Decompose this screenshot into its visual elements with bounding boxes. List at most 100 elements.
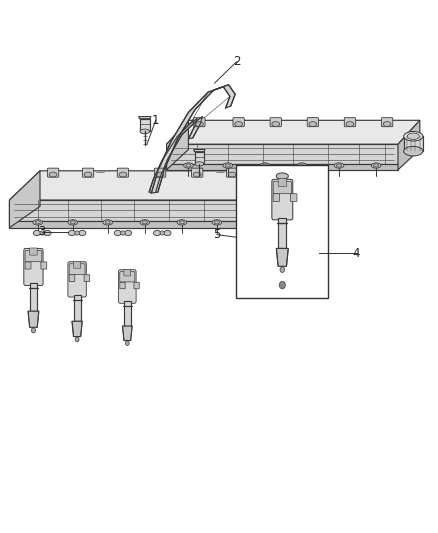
FancyBboxPatch shape bbox=[226, 168, 238, 177]
Ellipse shape bbox=[404, 132, 423, 141]
FancyBboxPatch shape bbox=[134, 282, 139, 289]
Polygon shape bbox=[124, 301, 131, 326]
Polygon shape bbox=[72, 321, 82, 336]
Ellipse shape bbox=[142, 221, 148, 224]
Text: 2: 2 bbox=[233, 55, 240, 68]
FancyBboxPatch shape bbox=[194, 118, 205, 127]
Ellipse shape bbox=[44, 230, 51, 236]
Ellipse shape bbox=[164, 230, 171, 236]
Ellipse shape bbox=[235, 122, 243, 126]
Ellipse shape bbox=[383, 122, 391, 126]
Polygon shape bbox=[74, 295, 81, 321]
Polygon shape bbox=[10, 200, 250, 221]
Polygon shape bbox=[398, 120, 420, 169]
Polygon shape bbox=[250, 188, 262, 228]
Ellipse shape bbox=[33, 230, 40, 236]
Ellipse shape bbox=[49, 172, 57, 177]
Polygon shape bbox=[194, 152, 204, 164]
Ellipse shape bbox=[309, 122, 317, 126]
Circle shape bbox=[75, 337, 79, 342]
Text: 5: 5 bbox=[213, 228, 220, 241]
FancyBboxPatch shape bbox=[191, 168, 203, 177]
Ellipse shape bbox=[228, 172, 236, 177]
FancyBboxPatch shape bbox=[69, 274, 75, 281]
Polygon shape bbox=[140, 119, 150, 131]
Ellipse shape bbox=[371, 163, 381, 168]
Polygon shape bbox=[151, 85, 235, 193]
Ellipse shape bbox=[184, 163, 193, 168]
FancyBboxPatch shape bbox=[84, 274, 90, 281]
FancyBboxPatch shape bbox=[25, 251, 42, 262]
FancyBboxPatch shape bbox=[124, 270, 131, 276]
FancyBboxPatch shape bbox=[273, 182, 291, 193]
Ellipse shape bbox=[336, 164, 342, 167]
Ellipse shape bbox=[299, 164, 304, 167]
Ellipse shape bbox=[156, 172, 164, 177]
Ellipse shape bbox=[177, 220, 187, 225]
FancyBboxPatch shape bbox=[117, 168, 129, 177]
FancyBboxPatch shape bbox=[25, 262, 31, 269]
Ellipse shape bbox=[334, 163, 344, 168]
FancyBboxPatch shape bbox=[120, 282, 125, 289]
FancyBboxPatch shape bbox=[270, 118, 282, 127]
FancyBboxPatch shape bbox=[344, 118, 356, 127]
Ellipse shape bbox=[114, 230, 121, 236]
FancyBboxPatch shape bbox=[307, 118, 318, 127]
FancyBboxPatch shape bbox=[237, 165, 328, 298]
Ellipse shape bbox=[103, 220, 113, 225]
Ellipse shape bbox=[105, 221, 110, 224]
FancyBboxPatch shape bbox=[273, 193, 279, 201]
Ellipse shape bbox=[68, 220, 78, 225]
Polygon shape bbox=[166, 165, 398, 169]
Circle shape bbox=[279, 281, 286, 289]
Polygon shape bbox=[166, 120, 420, 144]
FancyBboxPatch shape bbox=[69, 264, 85, 274]
Polygon shape bbox=[123, 326, 132, 341]
FancyBboxPatch shape bbox=[74, 261, 81, 268]
FancyBboxPatch shape bbox=[381, 118, 393, 127]
FancyBboxPatch shape bbox=[233, 118, 244, 127]
Circle shape bbox=[280, 267, 285, 272]
Ellipse shape bbox=[84, 172, 92, 177]
Ellipse shape bbox=[119, 172, 127, 177]
FancyBboxPatch shape bbox=[290, 193, 297, 201]
Polygon shape bbox=[10, 171, 280, 200]
FancyBboxPatch shape bbox=[47, 168, 59, 177]
Ellipse shape bbox=[404, 147, 423, 156]
Ellipse shape bbox=[193, 172, 201, 177]
FancyBboxPatch shape bbox=[24, 248, 43, 286]
Ellipse shape bbox=[68, 230, 75, 236]
Polygon shape bbox=[278, 217, 286, 248]
Ellipse shape bbox=[272, 122, 280, 126]
Ellipse shape bbox=[276, 173, 288, 179]
Polygon shape bbox=[404, 136, 423, 151]
Ellipse shape bbox=[186, 164, 191, 167]
Ellipse shape bbox=[79, 230, 86, 236]
Ellipse shape bbox=[40, 231, 44, 235]
Polygon shape bbox=[194, 150, 205, 152]
FancyBboxPatch shape bbox=[119, 270, 136, 303]
Ellipse shape bbox=[140, 129, 150, 134]
FancyBboxPatch shape bbox=[272, 179, 293, 220]
Text: 4: 4 bbox=[353, 247, 360, 260]
Circle shape bbox=[32, 328, 35, 333]
Ellipse shape bbox=[407, 133, 420, 140]
Ellipse shape bbox=[223, 163, 233, 168]
Polygon shape bbox=[139, 117, 151, 119]
Polygon shape bbox=[149, 117, 202, 192]
FancyBboxPatch shape bbox=[41, 262, 47, 269]
Ellipse shape bbox=[35, 221, 40, 224]
Ellipse shape bbox=[153, 230, 160, 236]
Ellipse shape bbox=[33, 220, 42, 225]
FancyBboxPatch shape bbox=[120, 272, 135, 282]
Polygon shape bbox=[166, 120, 188, 169]
Polygon shape bbox=[166, 144, 398, 165]
Ellipse shape bbox=[214, 221, 219, 224]
Ellipse shape bbox=[195, 122, 203, 126]
Polygon shape bbox=[10, 221, 250, 228]
Ellipse shape bbox=[125, 230, 132, 236]
Ellipse shape bbox=[75, 231, 79, 235]
Polygon shape bbox=[28, 311, 39, 327]
Text: 3: 3 bbox=[39, 225, 46, 238]
Ellipse shape bbox=[70, 221, 75, 224]
